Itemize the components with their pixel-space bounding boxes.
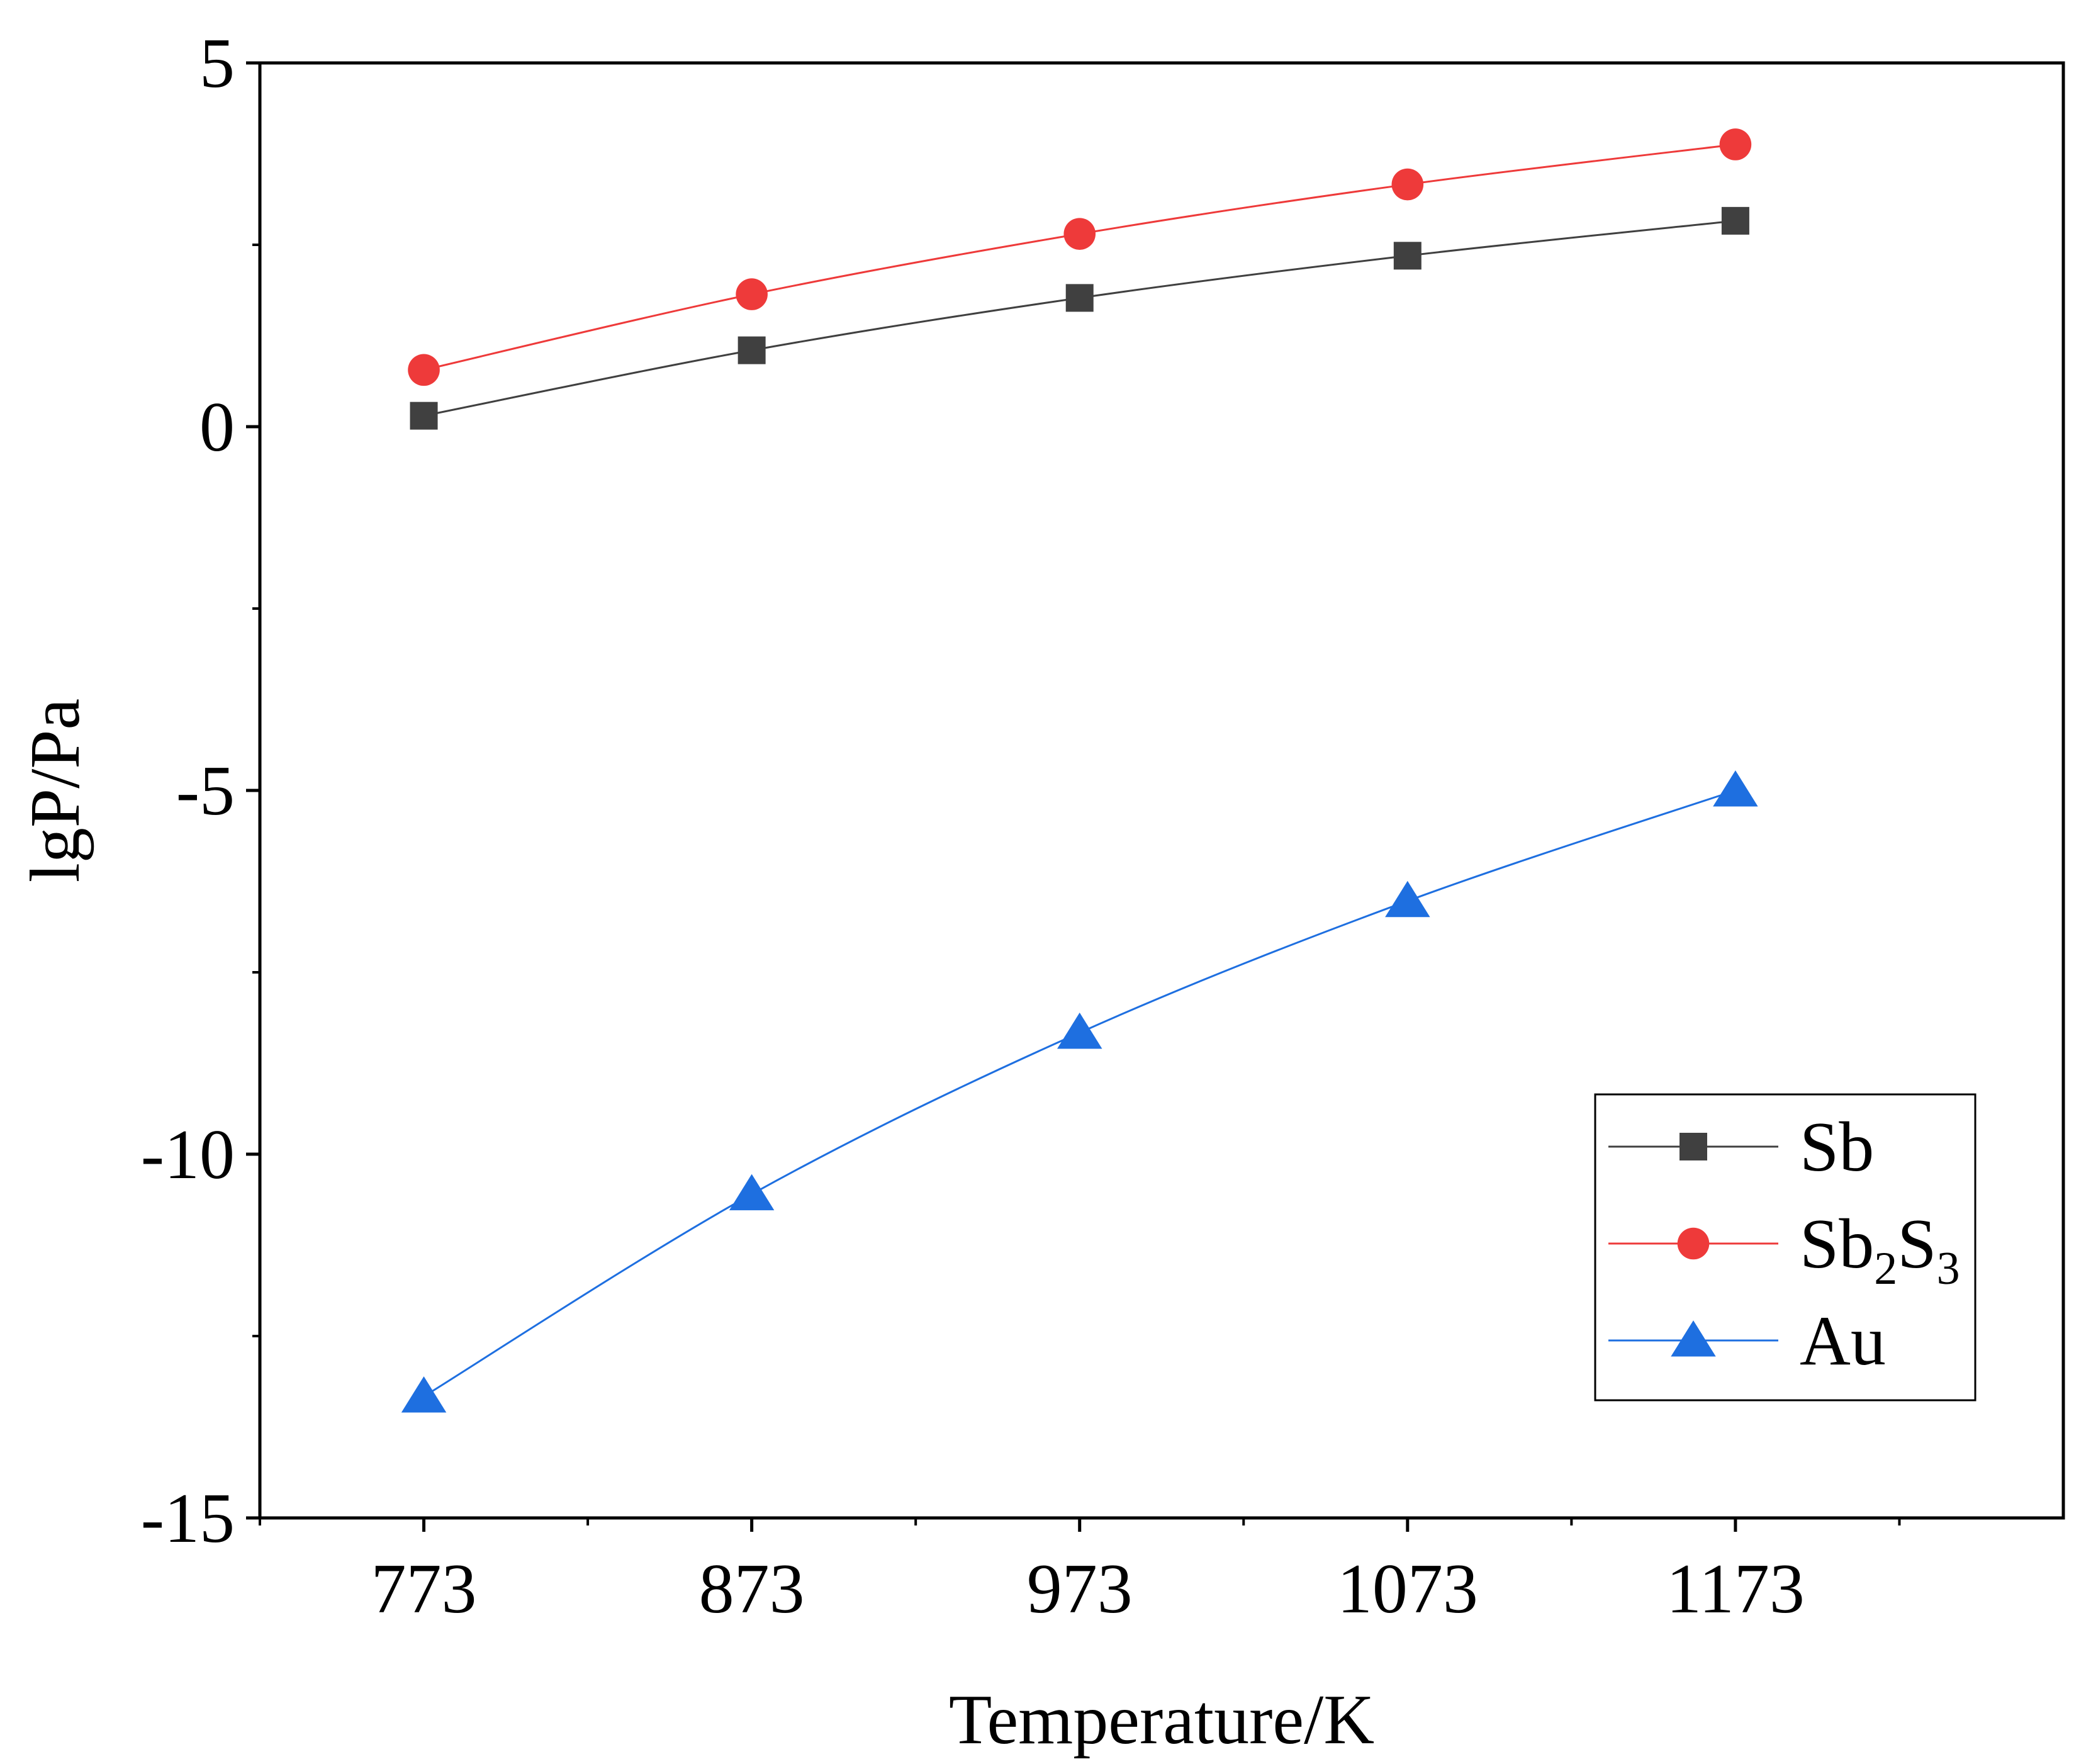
y-axis-label: lgP/Pa [16,699,94,883]
data-point [1719,128,1752,160]
data-point [401,1376,447,1413]
data-point [1385,880,1430,918]
x-tick-label: 773 [371,1550,477,1628]
legend-label: Au [1800,1302,1886,1380]
x-axis-label: Temperature/K [949,1681,1374,1759]
legend-marker [1679,1133,1707,1160]
legend-item-sb: Sb [1608,1108,1874,1186]
data-point [408,354,440,386]
data-point [410,402,438,430]
legend-marker [1677,1227,1710,1260]
y-axis: -15 -10 -5 0 5 [141,25,260,1558]
data-point [729,1174,775,1211]
x-axis: 773 873 973 1073 1173 [259,1518,1901,1628]
legend-item-sb2s3: Sb2S3 [1608,1205,1960,1295]
series-sb2s3 [408,128,1752,386]
data-point [1713,770,1758,807]
series-sb [410,206,1749,430]
y-tick-label: 0 [199,388,235,466]
data-point [737,336,766,364]
x-tick-label: 873 [699,1550,805,1628]
data-point [1391,168,1424,201]
x-tick-label: 1073 [1337,1550,1478,1628]
legend-label: Sb [1800,1108,1874,1186]
x-tick-label: 973 [1027,1550,1133,1628]
data-point [1065,284,1094,312]
data-point [1393,242,1422,270]
legend-label: Sb2S3 [1800,1205,1960,1295]
data-point [1721,206,1749,235]
legend-item-au: Au [1608,1302,1886,1380]
y-tick-label: -15 [141,1480,235,1558]
series-au [401,770,1758,1413]
y-tick-label: -5 [176,752,235,830]
data-point [1063,218,1096,250]
legend-box [1594,1093,1977,1402]
y-tick-label: 5 [199,25,235,103]
data-point [1057,1013,1102,1049]
y-tick-label: -10 [141,1116,235,1194]
data-point [736,278,768,310]
series-layer [401,128,1758,1413]
x-tick-label: 1173 [1666,1550,1805,1628]
legend-marker [1671,1320,1716,1357]
